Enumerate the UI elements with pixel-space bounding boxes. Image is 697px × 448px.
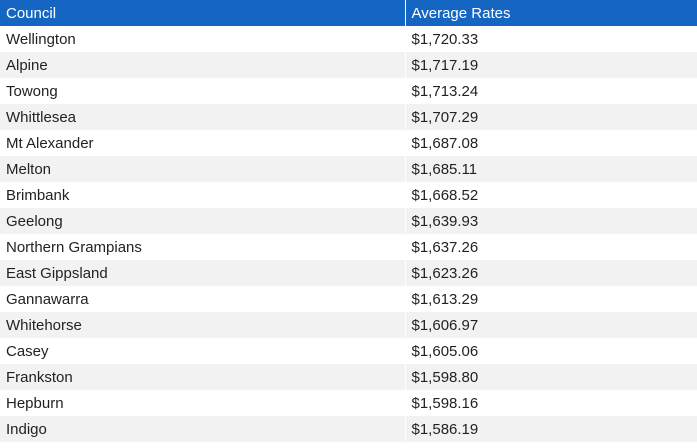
table-row: Mt Alexander $1,687.08 xyxy=(0,130,697,156)
table-row: Geelong $1,639.93 xyxy=(0,208,697,234)
council-cell: Whitehorse xyxy=(0,312,406,338)
column-header-average-rates[interactable]: Average Rates xyxy=(405,0,697,26)
council-cell: Alpine xyxy=(0,52,406,78)
table-row: Towong $1,713.24 xyxy=(0,78,697,104)
council-cell: Whittlesea xyxy=(0,104,406,130)
council-cell: Casey xyxy=(0,338,406,364)
table-row: East Gippsland $1,623.26 xyxy=(0,260,697,286)
average-rates-cell: $1,598.80 xyxy=(405,364,697,390)
table-row: Brimbank $1,668.52 xyxy=(0,182,697,208)
table-row: Melton $1,685.11 xyxy=(0,156,697,182)
table-row: Wellington $1,720.33 xyxy=(0,26,697,52)
council-cell: Mt Alexander xyxy=(0,130,406,156)
council-cell: Gannawarra xyxy=(0,286,406,312)
council-cell: Geelong xyxy=(0,208,406,234)
council-cell: Melton xyxy=(0,156,406,182)
council-cell: Towong xyxy=(0,78,406,104)
council-cell: East Gippsland xyxy=(0,260,406,286)
column-header-council[interactable]: Council xyxy=(0,0,406,26)
council-cell: Frankston xyxy=(0,364,406,390)
average-rates-cell: $1,598.16 xyxy=(405,390,697,416)
average-rates-cell: $1,668.52 xyxy=(405,182,697,208)
table-row: Casey $1,605.06 xyxy=(0,338,697,364)
table-row: Gannawarra $1,613.29 xyxy=(0,286,697,312)
table-row: Hepburn $1,598.16 xyxy=(0,390,697,416)
average-rates-cell: $1,605.06 xyxy=(405,338,697,364)
council-cell: Wellington xyxy=(0,26,406,52)
average-rates-cell: $1,720.33 xyxy=(405,26,697,52)
table-row: Whittlesea $1,707.29 xyxy=(0,104,697,130)
average-rates-cell: $1,713.24 xyxy=(405,78,697,104)
table-row: Frankston $1,598.80 xyxy=(0,364,697,390)
average-rates-cell: $1,639.93 xyxy=(405,208,697,234)
average-rates-cell: $1,623.26 xyxy=(405,260,697,286)
council-cell: Indigo xyxy=(0,416,406,442)
average-rates-cell: $1,637.26 xyxy=(405,234,697,260)
table-row: Northern Grampians $1,637.26 xyxy=(0,234,697,260)
average-rates-cell: $1,707.29 xyxy=(405,104,697,130)
average-rates-cell: $1,717.19 xyxy=(405,52,697,78)
average-rates-cell: $1,687.08 xyxy=(405,130,697,156)
average-rates-cell: $1,586.19 xyxy=(405,416,697,442)
table-row: Whitehorse $1,606.97 xyxy=(0,312,697,338)
council-cell: Hepburn xyxy=(0,390,406,416)
council-cell: Brimbank xyxy=(0,182,406,208)
table-row: Indigo $1,586.19 xyxy=(0,416,697,442)
table-header-row: Council Average Rates xyxy=(0,0,697,26)
council-cell: Northern Grampians xyxy=(0,234,406,260)
average-rates-cell: $1,613.29 xyxy=(405,286,697,312)
average-rates-cell: $1,606.97 xyxy=(405,312,697,338)
average-rates-cell: $1,685.11 xyxy=(405,156,697,182)
table-row: Alpine $1,717.19 xyxy=(0,52,697,78)
